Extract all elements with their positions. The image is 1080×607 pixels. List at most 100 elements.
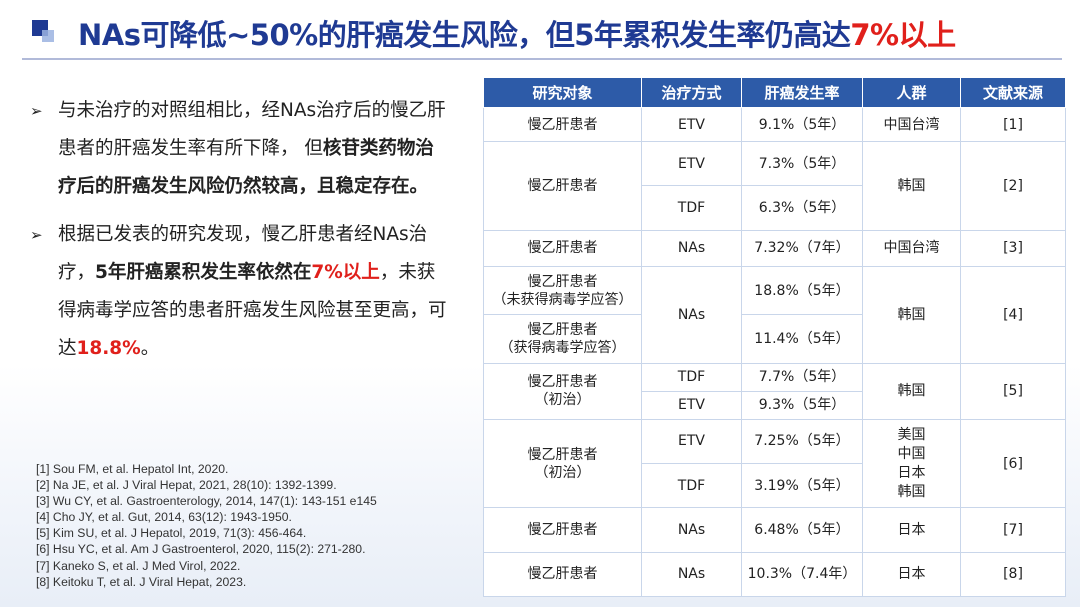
cell-population: 中国台湾 (862, 229, 961, 267)
cell-reference: [7] (960, 507, 1066, 553)
cell-treatment: NAs (641, 229, 742, 267)
cell-subject: 慢乙肝患者 (483, 141, 642, 231)
bullet-2-text-b: ，未获得病毒学应答的患者肝癌发生风险甚至更高，可达 (58, 262, 447, 359)
slide-header: NAs可降低~50%的肝癌发生风险，但5年累积发生率仍高达7%以上 (0, 0, 1080, 70)
reference-item: [2] Na JE, et al. J Viral Hepat, 2021, 2… (36, 478, 337, 493)
table-row: 慢乙肝患者 ETV 9.1%（5年） 中国台湾 [1] (483, 106, 1066, 143)
title-decoration-icon (32, 20, 56, 44)
col-header: 人群 (862, 77, 961, 108)
cell-population: 中国台湾 (862, 106, 961, 143)
table-row: TDF 3.19%（5年） (484, 463, 1066, 509)
cell-population: 韩国 (862, 362, 961, 420)
cell-rate: 9.1%（5年） (741, 106, 863, 143)
title-highlight: 7%以上 (850, 18, 956, 52)
reference-item: [1] Sou FM, et al. Hepatol Int, 2020. (36, 462, 229, 476)
subject-note: （获得病毒学应答） (499, 339, 626, 356)
cell-rate: 7.3%（5年） (741, 141, 863, 187)
cell-population: 日本 (862, 551, 961, 598)
cell-population: 韩国 (862, 141, 961, 231)
table-row: 慢乙肝患者 NAs 7.32%（7年） 中国台湾 [3] (483, 229, 1066, 267)
reference-item: [4] Cho JY, et al. Gut, 2014, 63(12): 19… (36, 510, 292, 525)
cell-rate: 7.7%（5年） (741, 362, 863, 392)
subject-label: 慢乙肝患者 (527, 321, 598, 338)
cell-treatment: NAs (641, 507, 742, 553)
cell-rate: 11.4%（5年） (741, 314, 863, 364)
cell-rate: 6.48%（5年） (741, 507, 863, 553)
table-row: 慢乙肝患者 （初治） ETV 7.25%（5年） 美国 中国 日本 韩国 [6] (483, 418, 1066, 509)
arrow-bullet-icon: ➢ (30, 226, 43, 244)
table-row: 慢乙肝患者 NAs 10.3%（7.4年） 日本 [8] (483, 551, 1066, 598)
cell-rate: 9.3%（5年） (741, 390, 863, 420)
cell-treatment: ETV (641, 106, 742, 143)
bullet-list: ➢ 与未治疗的对照组相比，经NAs治疗后的慢乙肝患者的肝癌发生率有所下降， 但核… (30, 92, 450, 378)
col-header: 文献来源 (960, 77, 1066, 108)
table-row: 慢乙肝患者 （未获得病毒学应答） NAs 18.8%（5年） 韩国 [4] (483, 265, 1066, 364)
bullet-2-red-b: 18.8% (76, 338, 141, 359)
bullet-1-bold: 核苷类药物治疗后的肝癌发生风险仍然较高，且稳定存在。 (58, 138, 434, 197)
population-item: 美国 (897, 426, 926, 443)
reference-item: [3] Wu CY, et al. Gastroenterology, 2014… (36, 494, 377, 509)
cell-subject: 慢乙肝患者 (483, 507, 642, 553)
cell-rate: 3.19%（5年） (741, 463, 863, 509)
cell-subject: 慢乙肝患者 （获得病毒学应答） (483, 314, 642, 364)
reference-item: [6] Hsu YC, et al. Am J Gastroenterol, 2… (36, 542, 366, 557)
bullet-1-text: 与未治疗的对照组相比，经NAs治疗后的慢乙肝患者的肝癌发生率有所下降， 但 (58, 100, 446, 159)
cell-rate: 6.3%（5年） (741, 185, 863, 231)
cell-subject: 慢乙肝患者 （未获得病毒学应答） (483, 265, 642, 316)
col-header: 研究对象 (483, 77, 642, 108)
population-item: 日本 (897, 464, 926, 481)
col-header: 肝癌发生率 (741, 77, 863, 108)
table-row: 慢乙肝患者 （初治） TDF 7.7%（5年） 韩国 [5] (483, 362, 1066, 420)
table-header-row: 研究对象 治疗方式 肝癌发生率 人群 文献来源 (483, 77, 1066, 108)
cell-treatment: NAs (641, 265, 742, 364)
cell-reference: [6] (960, 418, 1066, 509)
cell-subject: 慢乙肝患者 (483, 551, 642, 598)
cell-subject: 慢乙肝患者 (483, 229, 642, 267)
cell-rate: 10.3%（7.4年） (741, 551, 863, 598)
cell-reference: [3] (960, 229, 1066, 267)
reference-item: [8] Keitoku T, et al. J Viral Hepat, 202… (36, 574, 247, 589)
bullet-2: ➢ 根据已发表的研究发现，慢乙肝患者经NAs治疗，5年肝癌累积发生率依然在7%以… (30, 216, 450, 368)
cell-reference: [2] (960, 141, 1066, 231)
table-row: TDF 6.3%（5年） (484, 185, 1066, 231)
cell-subject: 慢乙肝患者 （初治） (483, 362, 642, 420)
study-table: 研究对象 治疗方式 肝癌发生率 人群 文献来源 慢乙肝患者 ETV 9.1%（5… (483, 77, 1066, 598)
bullet-2-red-a: 7%以上 (311, 262, 380, 283)
cell-reference: [4] (960, 265, 1066, 364)
title-main: NAs可降低~50%的肝癌发生风险，但5年累积发生率仍高达 (78, 18, 851, 52)
table-row: 慢乙肝患者 NAs 6.48%（5年） 日本 [7] (483, 507, 1066, 553)
reference-item: [7] Kaneko S, et al. J Med Virol, 2022. (36, 558, 241, 573)
cell-reference: [1] (960, 106, 1066, 143)
population-item: 中国 (897, 445, 926, 462)
cell-subject: 慢乙肝患者 (483, 106, 642, 143)
bullet-2-text-a: 根据已发表的研究发现，慢乙肝患者经NAs治疗， (58, 224, 428, 283)
reference-list: [1] Sou FM, et al. Hepatol Int, 2020. [2… (36, 461, 456, 590)
cell-treatment: TDF (641, 185, 742, 231)
cell-population: 美国 中国 日本 韩国 (862, 418, 961, 509)
table-row: 慢乙肝患者 ETV 7.3%（5年） 韩国 [2] (483, 141, 1066, 231)
cell-treatment: ETV (641, 141, 742, 187)
page-title: NAs可降低~50%的肝癌发生风险，但5年累积发生率仍高达7%以上 (78, 12, 956, 54)
table-row: 慢乙肝患者 （获得病毒学应答） 11.4%（5年） (483, 314, 1066, 364)
reference-item: [5] Kim SU, et al. J Hepatol, 2019, 71(3… (36, 526, 307, 541)
bullet-2-text-c: 。 (140, 338, 160, 359)
population-item: 韩国 (897, 483, 926, 500)
subject-note: （未获得病毒学应答） (492, 291, 633, 308)
subject-label: 慢乙肝患者 (527, 446, 598, 463)
subject-label: 慢乙肝患者 (527, 273, 598, 290)
cell-treatment: ETV (641, 418, 742, 465)
cell-rate: 7.25%（5年） (741, 418, 863, 465)
subject-note: （初治） (534, 464, 591, 481)
cell-reference: [5] (960, 362, 1066, 420)
cell-treatment: TDF (641, 362, 742, 392)
cell-rate: 18.8%（5年） (741, 265, 863, 316)
arrow-bullet-icon: ➢ (30, 102, 43, 120)
cell-reference: [8] (960, 551, 1066, 598)
cell-rate: 7.32%（7年） (741, 229, 863, 267)
cell-subject: 慢乙肝患者 （初治） (483, 418, 642, 509)
table-row: ETV 9.3%（5年） (484, 390, 1066, 420)
cell-population: 韩国 (862, 265, 961, 364)
subject-note: （初治） (534, 392, 591, 409)
cell-treatment: ETV (641, 390, 742, 420)
col-header: 治疗方式 (641, 77, 742, 108)
